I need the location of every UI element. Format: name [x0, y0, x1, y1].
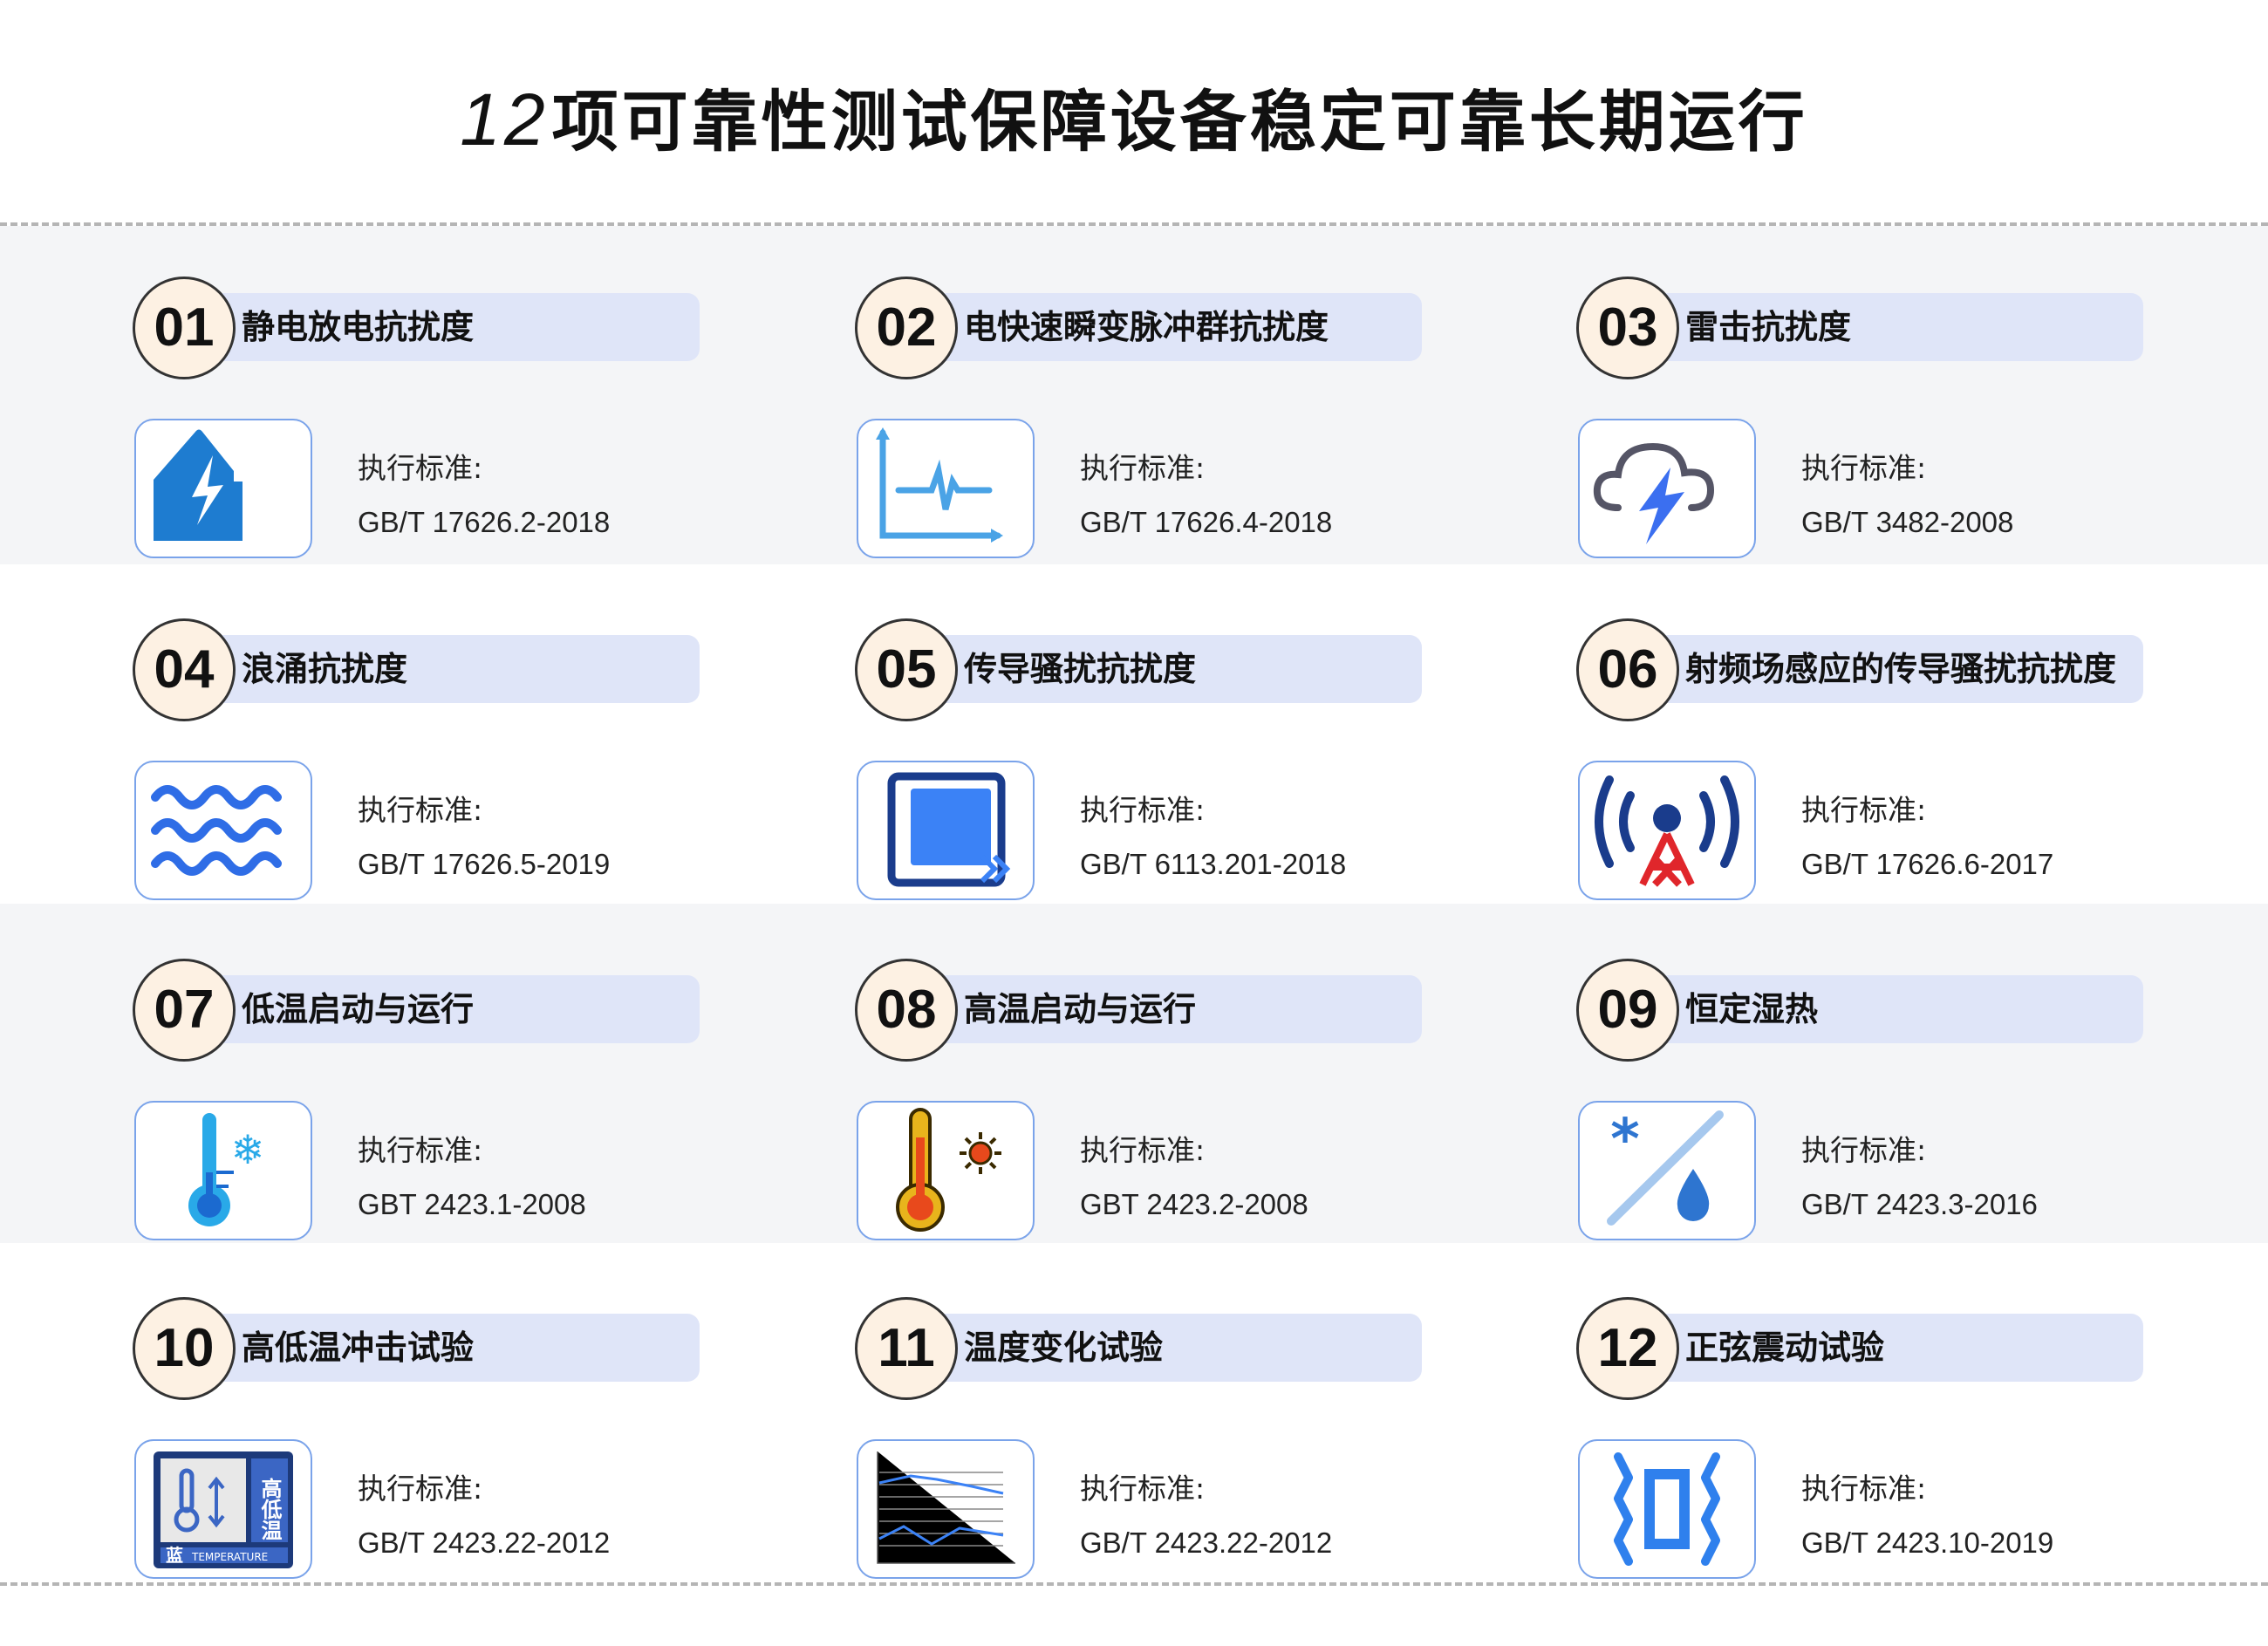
icon-text-side: 高低温 — [257, 1477, 283, 1540]
standard-label: 执行标准: — [1080, 451, 1206, 485]
waves-icon — [134, 761, 312, 900]
test-item-card: 12 正弦震动试验 执行标准: GB/T 2423.10-2019 — [1576, 1265, 2268, 1605]
row-band-3 — [0, 904, 2268, 1243]
test-item-card: 02 电快速瞬变脉冲群抗扰度 执行标准: GB/T 17626.4-2018 — [855, 244, 1553, 584]
standard-value: GB/T 17626.2-2018 — [358, 506, 611, 538]
humidity-icon: * — [1578, 1101, 1756, 1240]
standard-value: GB/T 6113.201-2018 — [1080, 848, 1347, 880]
standard-label: 执行标准: — [358, 1133, 483, 1167]
standard-value: GB/T 2423.22-2012 — [358, 1526, 611, 1559]
test-item-card: 03 雷击抗扰度 执行标准: GB/T 3482-2008 — [1576, 244, 2268, 584]
standard-value: GB/T 3482-2008 — [1801, 506, 2014, 538]
standard-value: GBT 2423.2-2008 — [1080, 1188, 1308, 1220]
item-title: 高低温冲击试验 — [242, 1328, 475, 1367]
svg-text:*: * — [1610, 1108, 1639, 1172]
item-number-badge: 08 — [855, 959, 958, 1062]
item-title: 恒定湿热 — [1685, 990, 1819, 1028]
top-divider — [0, 222, 2268, 226]
standard-value: GB/T 17626.5-2019 — [358, 848, 611, 880]
item-header-bar — [185, 635, 700, 703]
vibration-icon — [1578, 1439, 1756, 1579]
item-header-bar — [185, 293, 700, 361]
standard-label: 执行标准: — [1801, 451, 1927, 485]
test-item-card: 09 恒定湿热 * 执行标准: GB/T 2423.3-2016 — [1576, 926, 2268, 1267]
svg-text:❄: ❄ — [231, 1126, 265, 1173]
item-number-badge: 03 — [1576, 277, 1679, 379]
test-item-card: 08 高温启动与运行 执行标准: GBT 2423.2-2008 — [855, 926, 1553, 1267]
static-discharge-icon — [134, 419, 312, 558]
standard-label: 执行标准: — [1080, 793, 1206, 827]
item-header-bar — [1629, 635, 2143, 703]
item-title: 射频场感应的传导骚扰抗扰度 — [1685, 650, 2117, 688]
item-number-badge: 02 — [855, 277, 958, 379]
test-item-card: 05 传导骚扰抗扰度 执行标准: GB/T 6113.201-2018 — [855, 586, 1553, 926]
item-number-badge: 11 — [855, 1297, 958, 1400]
pulse-chart-icon — [857, 419, 1035, 558]
item-title: 正弦震动试验 — [1685, 1328, 1885, 1367]
standard-value: GB/T 2423.22-2012 — [1080, 1526, 1333, 1559]
standard-label: 执行标准: — [1801, 1472, 1927, 1506]
standard-label: 执行标准: — [1801, 1133, 1927, 1167]
temperature-shock-icon: 高低温蓝 TEMPERATURE — [134, 1439, 312, 1579]
row-band-1 — [0, 226, 2268, 564]
icon-text-bottom: TEMPERATURE — [191, 1551, 268, 1563]
icon-text-corner: 蓝 — [166, 1545, 183, 1566]
item-header-bar — [1629, 293, 2143, 361]
bottom-divider — [0, 1582, 2268, 1586]
item-number-badge: 10 — [133, 1297, 236, 1400]
item-title: 高温启动与运行 — [964, 990, 1197, 1028]
item-header-bar — [907, 1314, 1422, 1382]
standard-label: 执行标准: — [1080, 1472, 1206, 1506]
page-title: 12项可靠性测试保障设备稳定可靠长期运行 — [0, 68, 2268, 164]
item-title: 电快速瞬变脉冲群抗扰度 — [964, 308, 1329, 346]
standard-value: GB/T 17626.6-2017 — [1801, 848, 2054, 880]
hot-thermometer-icon — [857, 1101, 1035, 1240]
cold-thermometer-icon: ❄ — [134, 1101, 312, 1240]
item-title: 低温启动与运行 — [242, 990, 475, 1028]
item-header-bar — [185, 1314, 700, 1382]
title-text: 项可靠性测试保障设备稳定可靠长期运行 — [551, 83, 1808, 161]
item-title: 雷击抗扰度 — [1685, 308, 1852, 346]
test-item-card: 04 浪涌抗扰度 执行标准: GB/T 17626.5-2019 — [133, 586, 830, 926]
conduction-square-icon — [857, 761, 1035, 900]
item-header-bar — [1629, 1314, 2143, 1382]
standard-value: GB/T 2423.3-2016 — [1801, 1188, 2038, 1220]
test-item-card: 07 低温启动与运行 ❄ 执行标准: GBT 2423.1-2008 — [133, 926, 830, 1267]
thunder-cloud-icon — [1578, 419, 1756, 558]
item-number-badge: 04 — [133, 618, 236, 721]
item-header-bar — [907, 975, 1422, 1043]
item-header-bar — [907, 293, 1422, 361]
item-number-badge: 01 — [133, 277, 236, 379]
item-number-badge: 07 — [133, 959, 236, 1062]
item-number-badge: 06 — [1576, 618, 1679, 721]
standard-label: 执行标准: — [358, 1472, 483, 1506]
test-item-card: 06 射频场感应的传导骚扰抗扰度 执行标准: GB/T 17626.6-2017 — [1576, 586, 2268, 926]
item-header-bar — [1629, 975, 2143, 1043]
standard-label: 执行标准: — [1801, 793, 1927, 827]
item-title: 温度变化试验 — [964, 1328, 1164, 1367]
radio-tower-icon — [1578, 761, 1756, 900]
standard-value: GBT 2423.1-2008 — [358, 1188, 586, 1220]
standard-value: GB/T 17626.4-2018 — [1080, 506, 1333, 538]
standard-value: GB/T 2423.10-2019 — [1801, 1526, 2054, 1559]
test-item-card: 01 静电放电抗扰度 执行标准: GB/T 17626.2-2018 — [133, 244, 830, 584]
title-number: 12 — [460, 79, 549, 161]
item-number-badge: 09 — [1576, 959, 1679, 1062]
item-title: 传导骚扰抗扰度 — [964, 650, 1197, 688]
standard-label: 执行标准: — [358, 451, 483, 485]
item-title: 浪涌抗扰度 — [242, 650, 408, 688]
test-item-card: 10 高低温冲击试验 高低温蓝 TEMPERATURE 执行标准: GB/T 24… — [133, 1265, 830, 1605]
item-number-badge: 12 — [1576, 1297, 1679, 1400]
item-header-bar — [185, 975, 700, 1043]
item-number-badge: 05 — [855, 618, 958, 721]
line-chart-icon — [857, 1439, 1035, 1579]
item-title: 静电放电抗扰度 — [242, 308, 475, 346]
item-header-bar — [907, 635, 1422, 703]
standard-label: 执行标准: — [1080, 1133, 1206, 1167]
standard-label: 执行标准: — [358, 793, 483, 827]
test-item-card: 11 温度变化试验 执行标准: GB/T 2423.22-2012 — [855, 1265, 1553, 1605]
